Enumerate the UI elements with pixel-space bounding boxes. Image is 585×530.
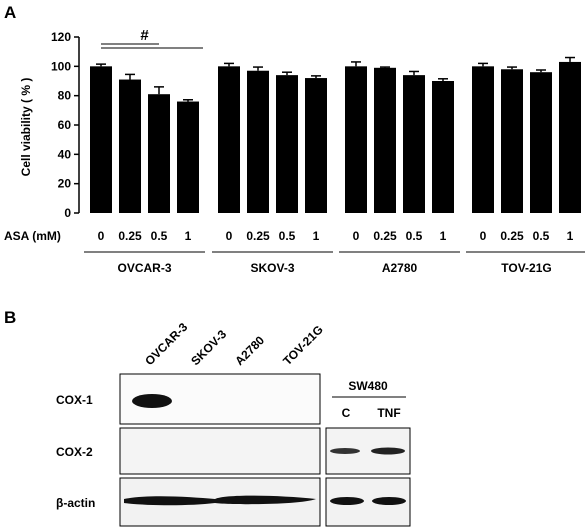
y-tick-label: 120 (51, 30, 71, 44)
band-cox2-tnf (371, 447, 405, 455)
dose-tick-label: 0.5 (279, 229, 296, 243)
bar (501, 69, 523, 214)
bar (403, 75, 425, 213)
bar (247, 70, 269, 213)
bar (374, 67, 396, 213)
band-actin-tnf (372, 497, 406, 505)
cell-line-axis: OVCAR-3 SKOV-3 A2780 TOV-21G (84, 251, 585, 275)
dose-tick-label: 1 (313, 229, 320, 243)
bar (472, 66, 494, 213)
group-label: TOV-21G (501, 261, 551, 275)
significance-marker: # (101, 27, 203, 49)
band-cox2-c (330, 448, 360, 454)
y-tick-label: 40 (58, 147, 72, 161)
bar (432, 81, 454, 213)
bar (177, 101, 199, 213)
band-cox1-ovcar3 (132, 394, 172, 408)
dose-axis-label: ASA (mM) (4, 229, 61, 243)
bar (148, 94, 170, 213)
panel-b-label: B (4, 308, 16, 327)
bar (559, 61, 581, 213)
dose-tick-label: 0 (480, 229, 487, 243)
bar (218, 66, 240, 213)
group-label: A2780 (382, 261, 418, 275)
y-axis-title: Cell viability ( % ) (19, 78, 33, 177)
control-lane-tnf: TNF (377, 406, 400, 420)
significance-symbol: # (140, 27, 149, 44)
bar (119, 79, 141, 214)
dose-tick-label: 1 (567, 229, 574, 243)
lane-label: A2780 (232, 333, 267, 368)
dose-tick-label: 0 (98, 229, 105, 243)
y-axis: 0 20 40 60 80 100 120 (51, 30, 80, 220)
group-label: OVCAR-3 (117, 261, 171, 275)
band-actin-main (124, 495, 316, 506)
dose-tick-label: 1 (440, 229, 447, 243)
blot-cox2-main (119, 427, 321, 475)
row-label-cox2: COX-2 (56, 445, 93, 459)
group-label: SKOV-3 (250, 261, 294, 275)
y-tick-label: 80 (58, 89, 72, 103)
bar (90, 66, 112, 213)
dose-tick-label: 1 (185, 229, 192, 243)
lane-label: SKOV-3 (188, 327, 229, 368)
dose-tick-label: 0.25 (246, 229, 270, 243)
dose-tick-label: 0.5 (406, 229, 423, 243)
control-title: SW480 (348, 379, 388, 393)
dose-tick-label: 0 (226, 229, 233, 243)
row-label-actin: β-actin (56, 496, 95, 510)
y-tick-label: 0 (64, 206, 71, 220)
dose-tick-label: 0 (353, 229, 360, 243)
dose-tick-label: 0.5 (533, 229, 550, 243)
bar (276, 75, 298, 213)
y-tick-label: 100 (51, 59, 71, 73)
lane-label: TOV-21G (280, 323, 326, 369)
bar (345, 66, 367, 213)
dose-tick-label: 0.25 (500, 229, 524, 243)
lane-label: OVCAR-3 (142, 320, 190, 368)
bar (530, 72, 552, 213)
control-lane-c: C (342, 406, 351, 420)
bar (305, 78, 327, 213)
row-label-cox1: COX-1 (56, 393, 93, 407)
dose-tick-label: 0.25 (373, 229, 397, 243)
dose-tick-label: 0.5 (151, 229, 168, 243)
dose-tick-label: 0.25 (118, 229, 142, 243)
y-tick-label: 20 (58, 177, 72, 191)
bar-series (90, 56, 581, 214)
y-tick-label: 60 (58, 118, 72, 132)
panel-a-label: A (4, 3, 16, 22)
dose-tick-labels: 0 0.25 0.5 1 0 0.25 0.5 1 0 0.25 0.5 1 0 0.25 0.5 1 (98, 229, 574, 243)
band-actin-c (330, 497, 364, 505)
